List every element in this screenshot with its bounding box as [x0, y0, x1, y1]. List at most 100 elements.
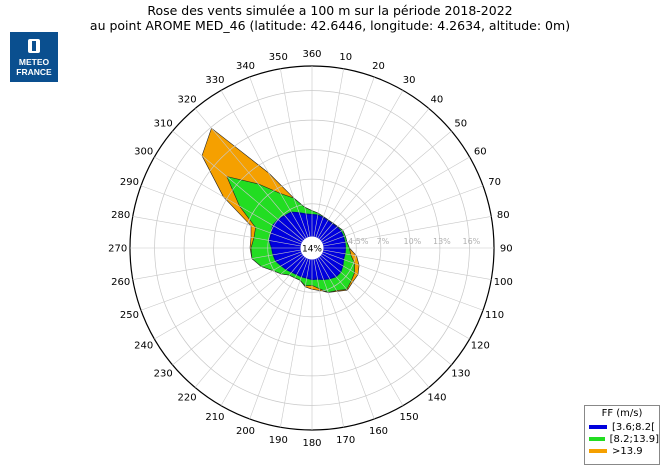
direction-label: 210: [205, 412, 224, 423]
ring-circle: [242, 178, 382, 318]
spoke-line: [311, 247, 492, 280]
spoke-line: [132, 216, 313, 249]
legend-item-low: [3.6;8.2[: [589, 421, 659, 433]
spoke-line: [172, 130, 313, 249]
direction-label: 60: [474, 146, 487, 157]
logo-text-line-1: METEO: [19, 57, 50, 67]
legend-item-high: >13.9: [589, 445, 659, 457]
spoke-line: [249, 247, 313, 420]
direction-label: 70: [488, 177, 501, 188]
direction-label: 130: [451, 368, 470, 379]
spoke-line: [311, 247, 470, 340]
legend-swatch-mid: [589, 437, 605, 441]
calm-circle: [300, 236, 324, 260]
direction-label: 100: [494, 277, 513, 288]
legend: FF (m/s) [3.6;8.2[ [8.2;13.9] >13.9: [584, 405, 660, 465]
ring-label: 16%: [463, 237, 481, 246]
direction-label: 340: [236, 61, 255, 72]
spoke-line: [194, 108, 313, 249]
direction-label: 200: [236, 426, 255, 437]
direction-label: 140: [427, 392, 446, 403]
spoke-line: [249, 76, 313, 249]
spoke-line: [311, 68, 344, 249]
meteo-france-logo: METEO FRANCE: [10, 32, 58, 82]
logo-text-line-2: FRANCE: [16, 67, 52, 77]
title-line-1: Rose des vents simulée a 100 m sur la pé…: [147, 3, 513, 18]
direction-label: 20: [372, 61, 385, 72]
ring-label: 10%: [403, 237, 421, 246]
spoke-line: [194, 247, 313, 388]
direction-label: 320: [178, 95, 197, 106]
direction-label: 260: [111, 277, 130, 288]
chart-title: Rose des vents simulée a 100 m sur la pé…: [0, 3, 660, 33]
spoke-line: [311, 247, 484, 311]
legend-swatch-high: [589, 449, 607, 453]
spoke-line: [140, 185, 313, 249]
spoke-line: [311, 247, 452, 366]
direction-label: 80: [497, 210, 510, 221]
direction-label: 220: [178, 392, 197, 403]
ring-circle: [213, 149, 411, 347]
spoke-line: [132, 247, 313, 280]
spoke-line: [311, 185, 484, 249]
spoke-line: [280, 68, 313, 249]
direction-label: 230: [154, 368, 173, 379]
title-line-2: au point AROME MED_46 (latitude: 42.6446…: [89, 18, 571, 33]
direction-label: 110: [485, 310, 504, 321]
direction-label: 270: [108, 244, 127, 255]
direction-label: 300: [134, 146, 153, 157]
spoke-line: [311, 108, 430, 249]
grid-overlay: 4.5% 7% 10% 13% 16%: [130, 66, 494, 430]
spoke-line: [154, 156, 313, 249]
direction-label: 120: [471, 341, 490, 352]
spoke-line: [311, 247, 375, 420]
direction-label: 150: [400, 412, 419, 423]
direction-label: 330: [205, 75, 224, 86]
spoke-line: [311, 247, 430, 388]
ring-circle: [154, 90, 470, 406]
direction-label: 350: [269, 52, 288, 63]
spoke-line: [311, 76, 375, 249]
legend-label-low: [3.6;8.2[: [612, 421, 655, 433]
legend-swatch-low: [589, 425, 607, 429]
direction-label: 170: [336, 435, 355, 446]
spoke-line: [140, 247, 313, 311]
legend-label-high: >13.9: [612, 445, 643, 457]
direction-label: 30: [403, 75, 416, 86]
spoke-line: [172, 247, 313, 366]
spoke-line: [311, 130, 452, 249]
ring-circle: [267, 203, 357, 293]
spoke-line: [220, 247, 313, 406]
calm-center: 14%: [300, 236, 324, 260]
spoke-line: [311, 156, 470, 249]
ring-label: 7%: [377, 237, 390, 246]
legend-label-mid: [8.2;13.9]: [609, 433, 659, 445]
spoke-line: [311, 247, 344, 428]
spoke-line: [154, 247, 313, 340]
direction-label: 190: [269, 435, 288, 446]
direction-label: 290: [120, 177, 139, 188]
direction-label: 10: [339, 52, 352, 63]
direction-labels: 360 10 20 30 40 50 60 70 80 90 100 110 120 130 140 150 1…: [108, 49, 513, 449]
logo-emblem-icon: METEO FRANCE: [16, 39, 52, 77]
direction-label: 50: [454, 119, 467, 130]
direction-label: 360: [302, 49, 321, 60]
spoke-line: [220, 90, 313, 249]
direction-label: 160: [369, 426, 388, 437]
direction-label: 250: [120, 310, 139, 321]
ring-label: 13%: [433, 237, 451, 246]
direction-label: 180: [302, 438, 321, 449]
direction-label: 90: [500, 244, 513, 255]
spoke-line: [311, 90, 404, 249]
spoke-line: [280, 247, 313, 428]
direction-label: 280: [111, 210, 130, 221]
direction-label: 240: [134, 341, 153, 352]
legend-title: FF (m/s): [601, 408, 643, 419]
calm-label: 14%: [302, 245, 322, 255]
ring-circle: [183, 119, 441, 377]
ring-label: 4.5%: [348, 237, 369, 246]
direction-label: 40: [431, 95, 444, 106]
legend-item-mid: [8.2;13.9]: [589, 433, 659, 445]
direction-label: 310: [154, 119, 173, 130]
